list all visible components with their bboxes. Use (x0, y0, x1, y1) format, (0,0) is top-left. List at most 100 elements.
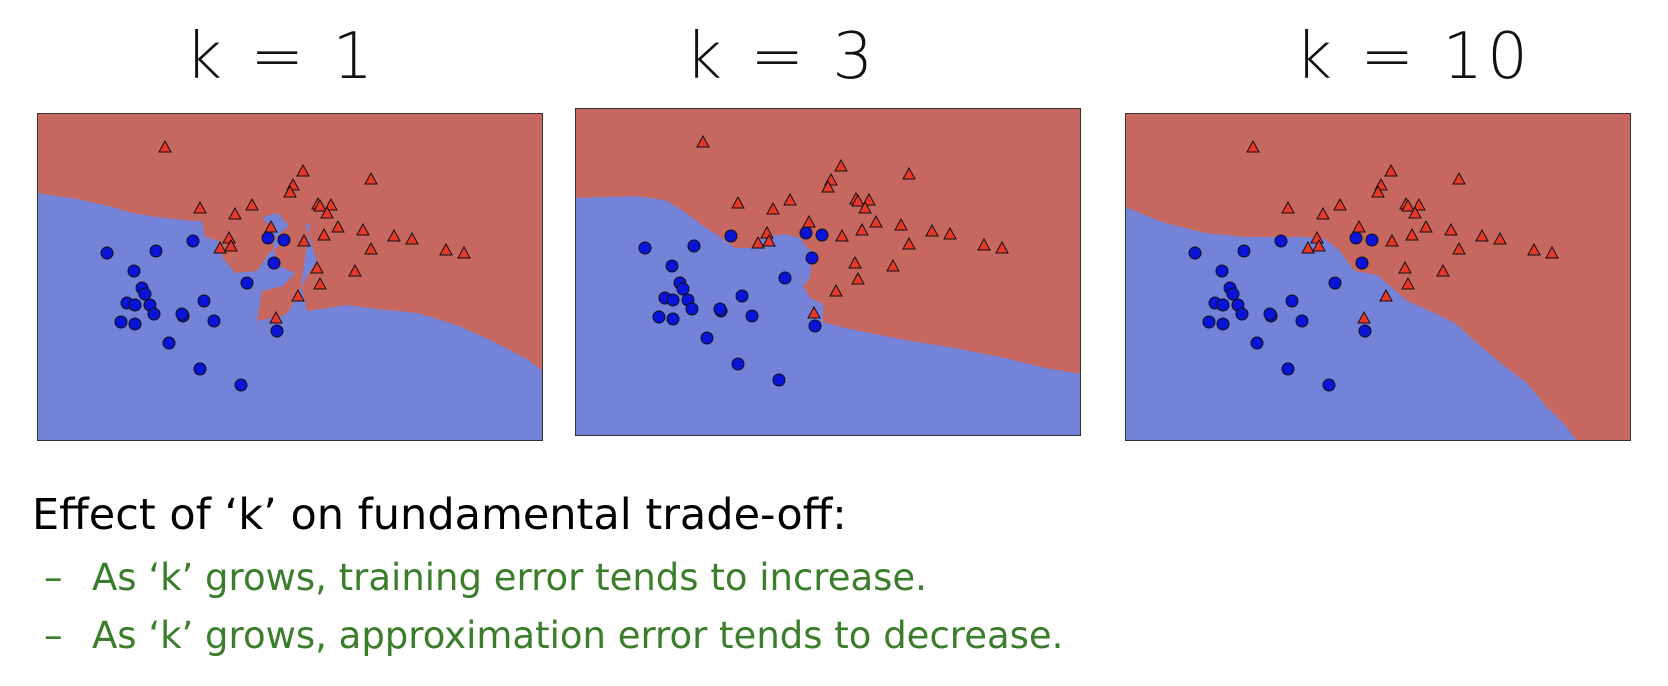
bullet-dash: – (44, 614, 63, 657)
red-triangle-point (331, 219, 345, 233)
red-triangle-point (851, 193, 865, 207)
red-triangle-point (1312, 238, 1326, 252)
blue-circle-point (713, 302, 727, 316)
blue-circle-point (685, 302, 699, 316)
decision-boundary-plot-k1 (37, 113, 543, 441)
red-triangle-point (851, 271, 865, 285)
red-triangle-point (158, 139, 172, 153)
blue-circle-point (207, 314, 221, 328)
blue-circle-point (772, 373, 786, 387)
blue-circle-point (652, 310, 666, 324)
blue-circle-point (808, 319, 822, 333)
red-triangle-point (439, 242, 453, 256)
red-triangle-point (364, 241, 378, 255)
bullet-text: As ‘k’ grows, training error tends to in… (92, 556, 927, 599)
blue-circle-point (1202, 315, 1216, 329)
blue-circle-point (731, 357, 745, 371)
blue-circle-point (149, 244, 163, 258)
blue-circle-point (805, 251, 819, 265)
tradeoff-heading: Effect of ‘k’ on fundamental trade-off: (32, 490, 847, 540)
red-triangle-point (886, 258, 900, 272)
blue-circle-point (162, 336, 176, 350)
red-triangle-point (310, 260, 324, 274)
red-triangle-point (977, 237, 991, 251)
red-triangle-point (848, 255, 862, 269)
blue-circle-point (745, 309, 759, 323)
blue-circle-point (261, 231, 275, 245)
blue-circle-point (1235, 307, 1249, 321)
blue-circle-point (138, 287, 152, 301)
blue-circle-point (1188, 246, 1202, 260)
blue-circle-point (1216, 298, 1230, 312)
blue-circle-point (1349, 231, 1363, 245)
red-triangle-point (835, 228, 849, 242)
decision-boundary-plot-k10 (1125, 113, 1631, 441)
red-triangle-point (894, 217, 908, 231)
red-triangle-point (1545, 245, 1559, 259)
red-triangle-point (766, 201, 780, 215)
red-triangle-point (1527, 242, 1541, 256)
red-triangle-point (1333, 197, 1347, 211)
blue-circle-point (1328, 276, 1342, 290)
red-triangle-point (228, 206, 242, 220)
red-triangle-point (1398, 260, 1412, 274)
red-triangle-point (1401, 276, 1415, 290)
red-triangle-point (1405, 227, 1419, 241)
red-triangle-point (1452, 171, 1466, 185)
red-triangle-point (943, 226, 957, 240)
blue-circle-point (128, 298, 142, 312)
red-triangle-point (313, 198, 327, 212)
blue-circle-point (175, 307, 189, 321)
blue-circle-point (700, 331, 714, 345)
blue-circle-point (100, 246, 114, 260)
red-triangle-point (869, 214, 883, 228)
red-triangle-point (696, 134, 710, 148)
red-triangle-point (297, 233, 311, 247)
red-triangle-point (902, 236, 916, 250)
title-remnant (0, 0, 1668, 6)
blue-circle-point (147, 307, 161, 321)
red-triangle-point (457, 245, 471, 259)
red-triangle-point (224, 238, 238, 252)
blue-circle-point (799, 226, 813, 240)
red-triangle-point (317, 227, 331, 241)
red-triangle-point (995, 240, 1009, 254)
blue-circle-point (638, 241, 652, 255)
blue-circle-point (1216, 317, 1230, 331)
red-triangle-point (364, 171, 378, 185)
red-triangle-point (291, 288, 305, 302)
blue-circle-point (1322, 378, 1336, 392)
red-triangle-point (1281, 200, 1295, 214)
red-triangle-point (1444, 222, 1458, 236)
red-triangle-point (405, 231, 419, 245)
red-triangle-point (324, 197, 338, 211)
red-triangle-point (751, 235, 765, 249)
red-triangle-point (1301, 240, 1315, 254)
red-triangle-point (1316, 206, 1330, 220)
blue-circle-point (114, 315, 128, 329)
red-triangle-point (802, 214, 816, 228)
red-triangle-point (1246, 139, 1260, 153)
red-triangle-point (269, 310, 283, 324)
red-triangle-point (1493, 231, 1507, 245)
blue-circle-point (1281, 362, 1295, 376)
blue-circle-point (665, 259, 679, 273)
blue-circle-point (240, 276, 254, 290)
red-triangle-point (1401, 198, 1415, 212)
red-triangle-point (387, 228, 401, 242)
red-triangle-point (356, 222, 370, 236)
blue-circle-point (127, 264, 141, 278)
red-triangle-point (213, 240, 227, 254)
bullet-text: As ‘k’ grows, approximation error tends … (92, 614, 1064, 657)
red-triangle-point (925, 223, 939, 237)
blue-circle-point (270, 324, 284, 338)
blue-circle-point (267, 256, 281, 270)
blue-circle-point (1274, 234, 1288, 248)
blue-circle-point (1295, 314, 1309, 328)
blue-circle-point (815, 228, 829, 242)
red-triangle-point (193, 200, 207, 214)
blue-circle-point (277, 233, 291, 247)
red-triangle-point (1419, 219, 1433, 233)
red-triangle-point (731, 195, 745, 209)
red-triangle-point (1475, 228, 1489, 242)
